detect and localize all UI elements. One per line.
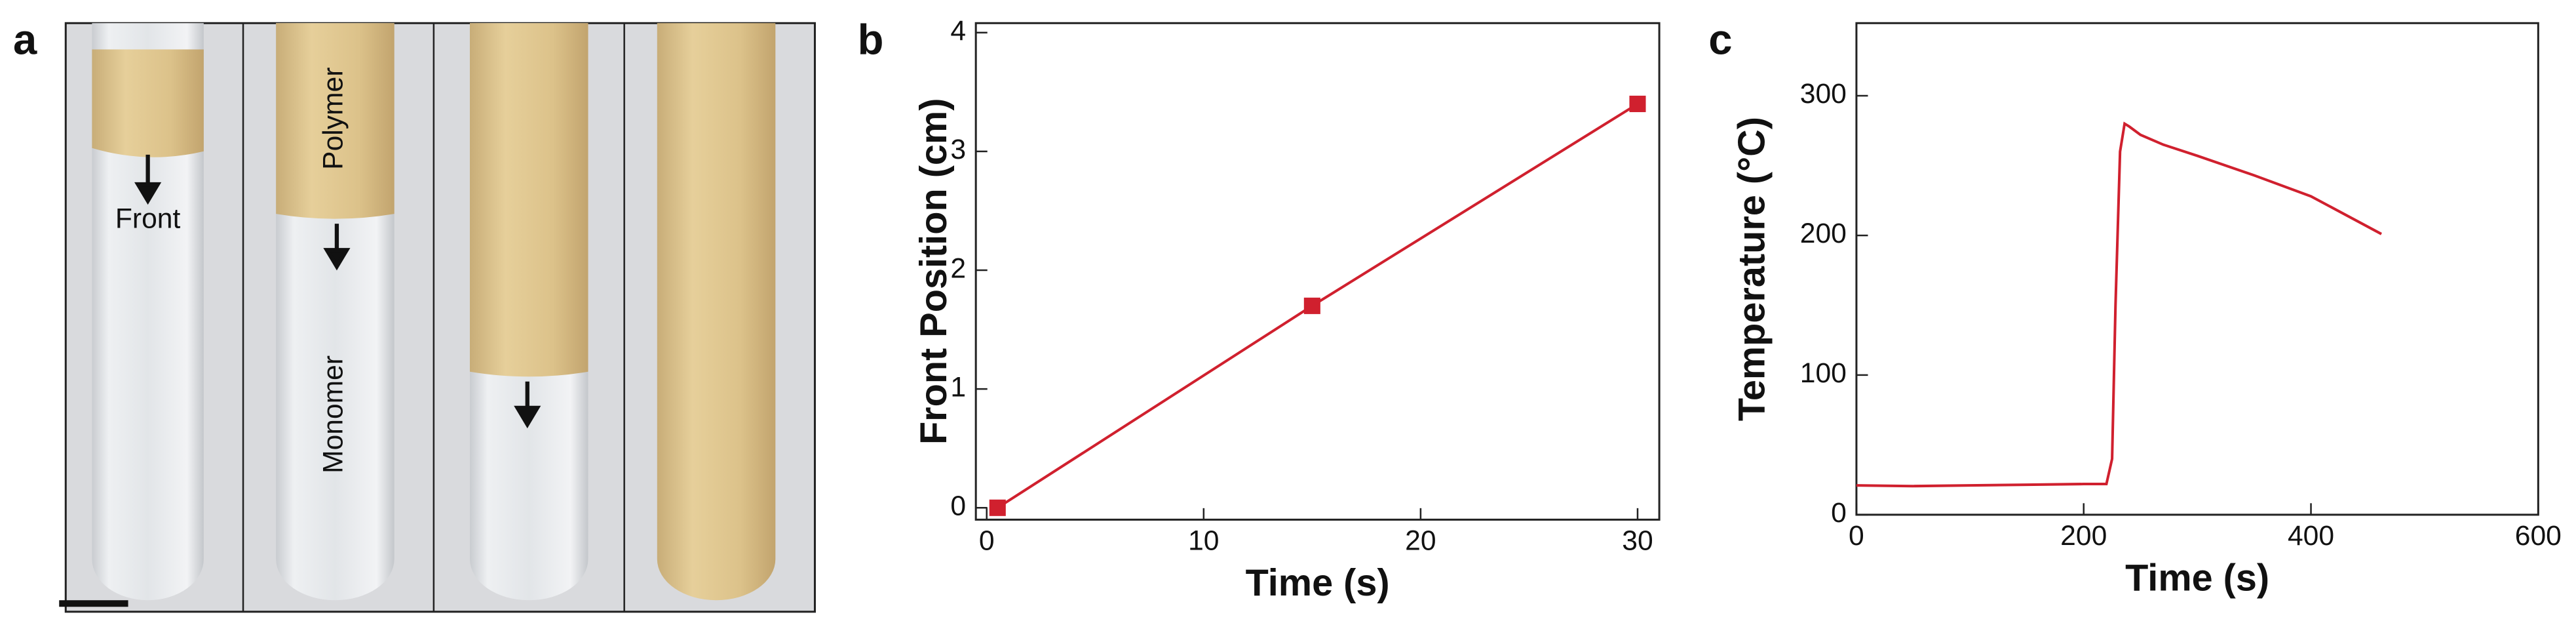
y-tick-label: 300: [1800, 78, 1847, 110]
x-tick-label: 0: [979, 525, 995, 557]
data-marker: [1629, 95, 1646, 112]
polymer: [657, 23, 776, 601]
x-tick-label: 0: [1849, 520, 1864, 552]
tube: [92, 23, 204, 601]
x-tick-label: 200: [2060, 520, 2107, 552]
y-tick-label: 2: [950, 252, 966, 284]
x-tick-label: 20: [1405, 525, 1436, 557]
panel-label: b: [858, 16, 884, 64]
data-marker: [989, 499, 1006, 516]
panel-label: c: [1708, 16, 1732, 64]
polymer: [276, 23, 394, 219]
data-line: [1856, 121, 2382, 488]
panel-label: a: [13, 16, 37, 64]
scale-bar: [59, 600, 128, 607]
polymer: [470, 23, 588, 377]
data-marker: [1303, 297, 1320, 314]
y-tick-label: 4: [950, 15, 966, 47]
y-tick-label: 0: [950, 491, 966, 522]
y-axis-label: Front Position (cm): [913, 98, 955, 445]
y-tick-label: 0: [1831, 497, 1847, 529]
y-axis-label: Temperature (°C): [1731, 117, 1773, 421]
plot-frame: [1855, 22, 2539, 516]
x-tick-label: 400: [2288, 520, 2334, 552]
plot-frame: [974, 22, 1661, 521]
polymer: [92, 49, 204, 157]
arrows: [134, 154, 541, 429]
y-tick-label: 1: [950, 371, 966, 403]
annotation: Monomer: [318, 355, 349, 474]
x-axis-label: Time (s): [1246, 562, 1390, 604]
annotation: Front: [115, 203, 181, 234]
x-tick-label: 10: [1188, 525, 1219, 557]
annotation: Polymer: [318, 68, 349, 170]
y-tick-label: 200: [1800, 218, 1847, 249]
x-tick-label: 30: [1622, 525, 1653, 557]
y-tick-label: 3: [950, 134, 966, 165]
photo-panel: a Front Polymer Monomer: [13, 16, 816, 613]
x-tick-label: 600: [2515, 520, 2562, 552]
y-tick-label: 100: [1800, 357, 1847, 389]
x-axis-label: Time (s): [2125, 557, 2269, 599]
